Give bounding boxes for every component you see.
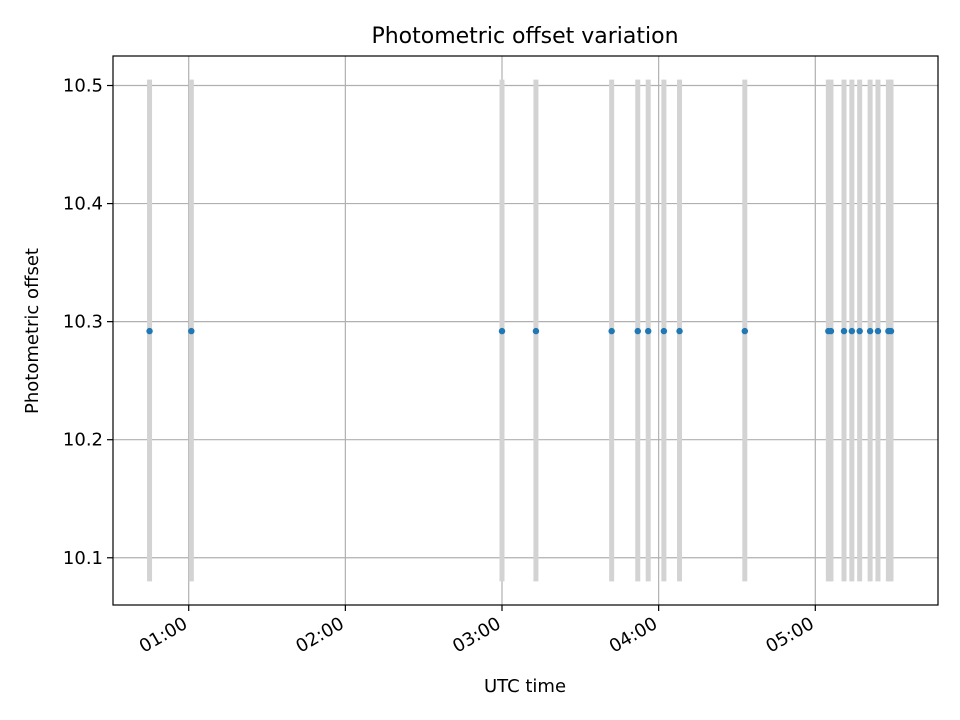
x-axis-label: UTC time xyxy=(484,676,566,697)
data-point xyxy=(741,327,749,335)
data-point xyxy=(874,327,882,335)
y-tick-label: 10.4 xyxy=(63,194,103,215)
y-tick-label: 10.3 xyxy=(63,312,103,333)
plot-frame xyxy=(112,55,939,606)
data-point xyxy=(498,327,506,335)
data-point xyxy=(188,327,195,335)
data-point xyxy=(532,327,540,335)
data-point xyxy=(827,327,835,335)
data-point xyxy=(146,327,153,335)
data-point xyxy=(887,327,895,335)
y-tick-label: 10.1 xyxy=(63,548,103,569)
y-tick-label: 10.5 xyxy=(63,76,103,97)
data-point xyxy=(840,327,848,335)
data-point xyxy=(645,327,652,335)
data-point xyxy=(676,327,683,335)
data-point xyxy=(660,327,668,335)
chart-title: Photometric offset variation xyxy=(371,24,678,49)
data-point xyxy=(608,327,615,335)
data-point xyxy=(856,327,863,335)
data-point xyxy=(866,327,874,335)
data-point xyxy=(848,327,856,335)
y-axis-ticks: 10.1 10.2 10.3 10.4 10.5 xyxy=(63,76,113,569)
data-point xyxy=(634,327,641,335)
y-axis-label: Photometric offset xyxy=(22,248,43,414)
y-tick-label: 10.2 xyxy=(63,430,103,451)
data-points xyxy=(146,327,895,335)
